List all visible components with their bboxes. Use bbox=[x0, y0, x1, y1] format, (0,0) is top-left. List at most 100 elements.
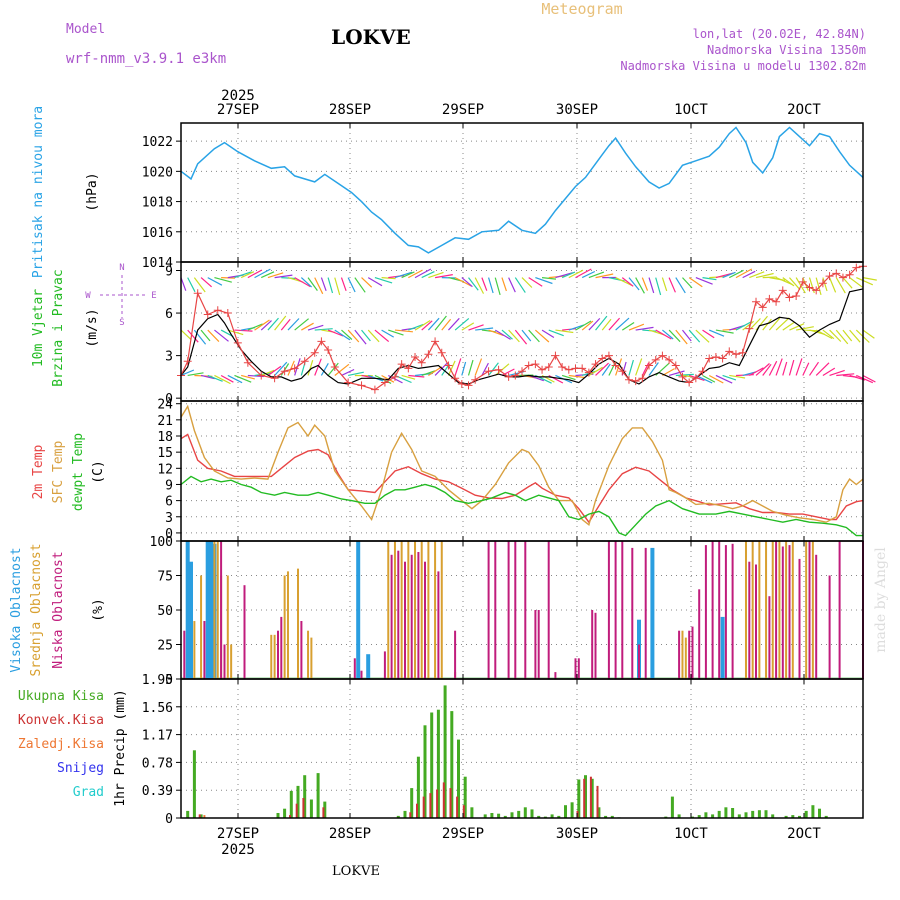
precip-total-bar bbox=[724, 807, 728, 818]
wind-direction-arrow bbox=[856, 374, 874, 384]
precip-convective-bar bbox=[456, 796, 459, 818]
cloud-low-bar bbox=[775, 541, 778, 679]
precip-total-bar bbox=[737, 814, 741, 818]
precip-total-bar bbox=[503, 815, 507, 818]
cloud-low-bar bbox=[220, 541, 223, 679]
footer-station: LOKVE bbox=[332, 864, 380, 879]
wind-direction-arrow bbox=[501, 368, 515, 377]
wind-direction-arrow bbox=[521, 277, 533, 288]
wind-gust-marker bbox=[538, 365, 547, 374]
wind-direction-arrow bbox=[581, 320, 594, 331]
y-tick-label: 6 bbox=[165, 307, 173, 322]
cloud-low-bar bbox=[688, 630, 691, 679]
wind-gust-marker bbox=[243, 358, 252, 367]
wind-direction-arrow bbox=[334, 363, 350, 376]
wind-gust-marker bbox=[551, 351, 560, 360]
cloud-high-bar bbox=[189, 561, 193, 679]
cloud-low-bar bbox=[711, 541, 714, 679]
precip-convective-bar bbox=[462, 805, 465, 818]
cloud-low-bar bbox=[574, 658, 577, 679]
wind-direction-arrow bbox=[300, 277, 313, 288]
wind-direction-arrow bbox=[668, 370, 685, 377]
wind-direction-arrow bbox=[796, 326, 814, 331]
wind-direction-arrow bbox=[742, 320, 754, 331]
cloud-low-bar bbox=[183, 630, 186, 679]
day-label-top: 1OCT bbox=[674, 102, 708, 118]
compass-s: S bbox=[119, 318, 124, 328]
wind-direction-arrow bbox=[662, 329, 674, 340]
wind-direction-arrow bbox=[835, 277, 846, 294]
wind-gust-marker bbox=[818, 279, 827, 288]
y-tick-label: 0 bbox=[165, 812, 173, 827]
wind-gust-marker bbox=[494, 365, 503, 374]
wind-direction-arrow bbox=[320, 363, 329, 376]
precip-convective-bar bbox=[442, 782, 445, 818]
altitude-label: Nadmorska Visina 1350m bbox=[707, 43, 866, 57]
precip-total-bar bbox=[704, 812, 708, 818]
wind-direction-arrow bbox=[227, 329, 244, 336]
y-tick-label: 1016 bbox=[142, 226, 173, 241]
wind-direction-arrow bbox=[481, 362, 489, 376]
wind-gust-marker bbox=[223, 309, 232, 318]
cloud-low-bar bbox=[638, 644, 640, 679]
precip-total-bar bbox=[757, 810, 761, 818]
wind-direction-arrow bbox=[775, 358, 783, 376]
wind-direction-arrow bbox=[193, 277, 206, 293]
wind-direction-arrow bbox=[334, 277, 341, 296]
wind-direction-arrow bbox=[595, 273, 614, 279]
precip-total-bar bbox=[416, 756, 420, 818]
cloud-low-bar bbox=[631, 547, 634, 679]
precip-total-bar bbox=[296, 785, 300, 818]
cloud-low-bar bbox=[838, 541, 841, 679]
wind-direction-arrow bbox=[615, 277, 633, 286]
wind-direction-arrow bbox=[788, 277, 801, 291]
day-label-bottom: 30SEP bbox=[556, 826, 598, 842]
wind-direction-arrow bbox=[274, 274, 293, 279]
wind-direction-arrow bbox=[534, 329, 550, 343]
wind-gust-marker bbox=[280, 367, 289, 376]
wind-direction-arrow bbox=[575, 320, 592, 331]
precip-total-bar bbox=[717, 810, 721, 818]
wind-gust-marker bbox=[785, 293, 794, 302]
cloud-low-bar bbox=[718, 541, 721, 679]
cloud-low-bar bbox=[768, 596, 771, 679]
wind-direction-arrow bbox=[261, 369, 275, 377]
cloud-low-bar bbox=[594, 612, 597, 679]
wind-gust-marker bbox=[310, 348, 319, 357]
wind-direction-arrow bbox=[214, 329, 229, 342]
wind-gust-marker bbox=[484, 367, 493, 376]
wind-gust-marker bbox=[792, 292, 801, 301]
cloud-low-bar bbox=[524, 541, 527, 679]
wind-direction-arrow bbox=[361, 329, 371, 342]
y-tick-label: 9 bbox=[165, 265, 173, 280]
precip-convective-bar bbox=[289, 815, 291, 818]
wind-direction-arrow bbox=[341, 329, 353, 340]
cloud-low-bar bbox=[534, 610, 537, 679]
y-tick-label: 9 bbox=[165, 478, 173, 493]
cloud-low-bar bbox=[487, 541, 490, 679]
wind-direction-arrow bbox=[528, 329, 540, 343]
cloud-low-bar bbox=[277, 630, 279, 679]
wind-direction-arrow bbox=[274, 315, 287, 331]
wind-direction-arrow bbox=[682, 277, 693, 289]
wind-direction-arrow bbox=[247, 323, 263, 331]
wind-direction-arrow bbox=[381, 329, 395, 338]
wind-direction-arrow bbox=[722, 374, 737, 381]
y-tick-label: 0 bbox=[165, 673, 173, 688]
temp-dewpoint-line bbox=[180, 475, 863, 537]
cloud-high-bar bbox=[205, 541, 210, 679]
wind-direction-arrow bbox=[621, 277, 634, 287]
wind-direction-arrow bbox=[829, 277, 837, 293]
cloud-low-bar bbox=[704, 545, 707, 679]
wind-unit: (m/s) bbox=[85, 308, 100, 347]
precip-total-bar bbox=[764, 810, 768, 818]
wind-direction-arrow bbox=[555, 272, 573, 279]
wind-direction-arrow bbox=[775, 317, 790, 331]
wind-direction-arrow bbox=[695, 374, 713, 384]
cloud-low-bar bbox=[788, 545, 791, 679]
wind-direction-arrow bbox=[809, 361, 819, 376]
wind-gust-marker bbox=[638, 374, 647, 383]
cloud-low-bar bbox=[397, 550, 400, 679]
wind-gust-marker bbox=[431, 337, 440, 346]
cloud-low-bar bbox=[591, 610, 594, 679]
